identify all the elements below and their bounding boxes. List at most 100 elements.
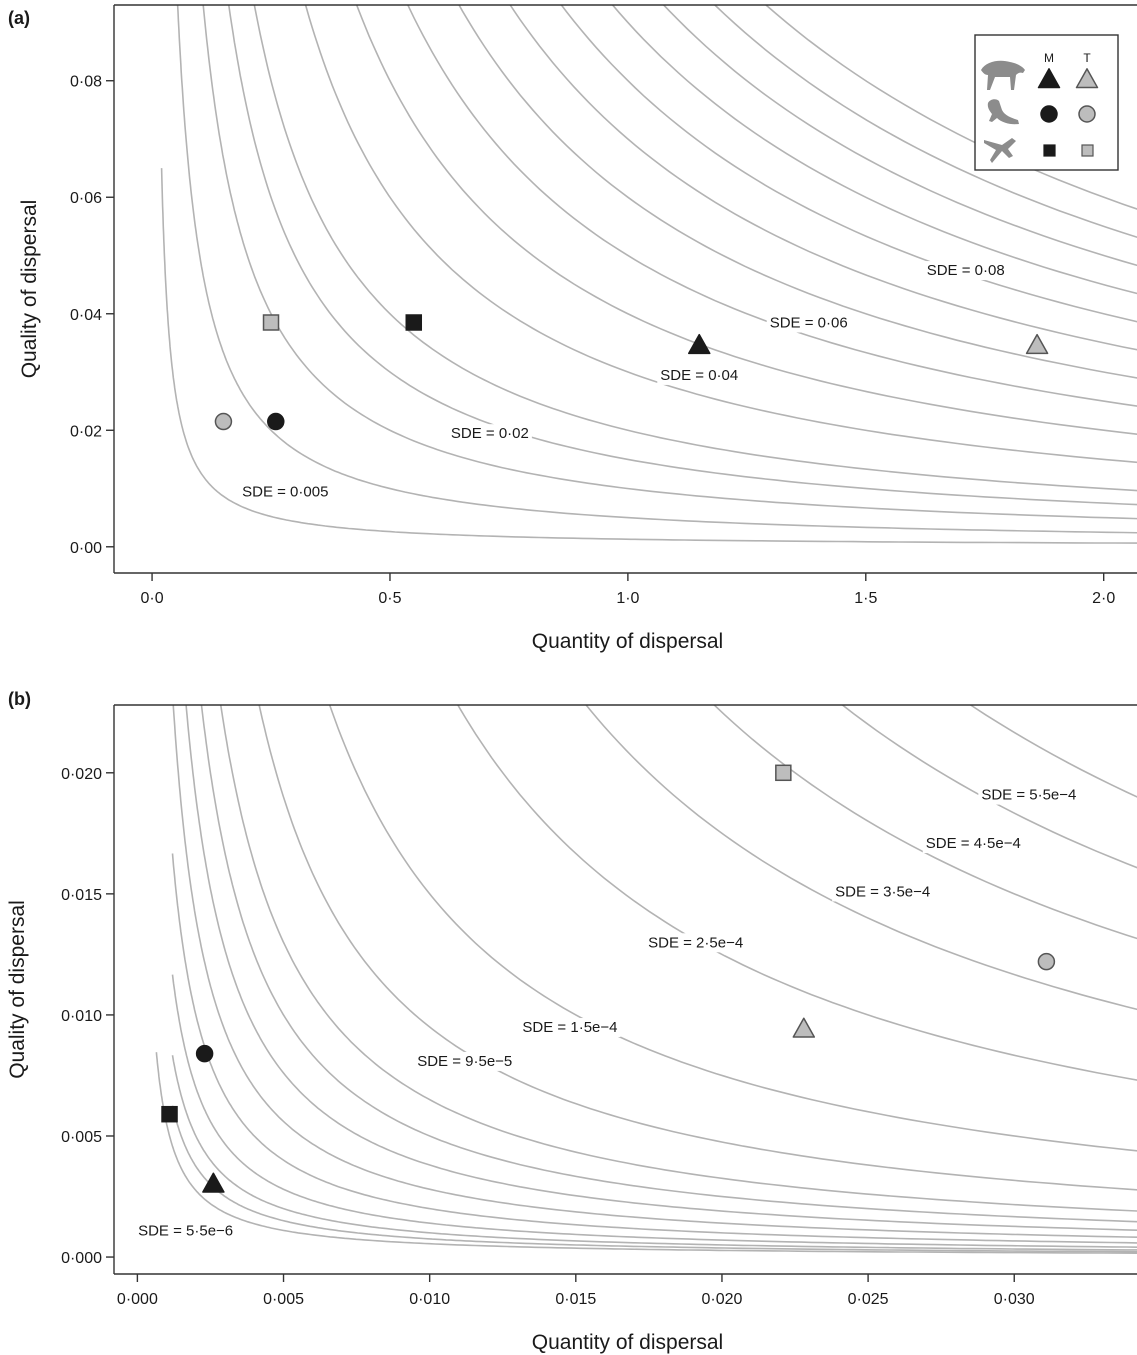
- contour-line: [585, 705, 1137, 1011]
- panel-label: (b): [8, 689, 31, 709]
- contour-line: [219, 705, 1137, 1212]
- contour-line: [171, 853, 1137, 1244]
- y-axis-title: Quality of dispersal: [18, 200, 41, 379]
- data-points: [214, 314, 1049, 431]
- contour-label: SDE = 1·5e−4: [522, 1019, 617, 1036]
- contour-label-bg: [922, 834, 1024, 854]
- contour-label: SDE = 0·005: [242, 483, 328, 500]
- contour-label: SDE = 5·5e−4: [981, 787, 1076, 804]
- y-tick-label: 0·015: [61, 887, 102, 904]
- data-point-M-triangle: [202, 1172, 225, 1193]
- data-point-T-circle: [214, 412, 233, 431]
- contour-label-bg: [832, 882, 934, 902]
- contour-label-bg: [447, 424, 532, 444]
- x-tick-label: 1·0: [616, 590, 639, 607]
- contour-line: [456, 705, 1137, 1081]
- contour-lines: [160, 5, 1137, 544]
- contour-line: [253, 5, 1137, 492]
- y-tick-label: 0·010: [61, 1008, 102, 1025]
- contour-label-bg: [239, 482, 332, 502]
- contour-label-bg: [766, 313, 851, 333]
- x-tick-label: 0·005: [263, 1291, 304, 1308]
- x-tick-label: 1·5: [854, 590, 877, 607]
- fox-icon: [981, 60, 1025, 90]
- data-points: [161, 764, 1056, 1193]
- contour-line: [611, 5, 1137, 295]
- x-tick-label: 2·0: [1092, 590, 1115, 607]
- contour-line: [202, 5, 1137, 520]
- legend-header-m: M: [1044, 51, 1054, 65]
- legend-header-t: T: [1083, 51, 1091, 65]
- contour-line: [304, 5, 1137, 464]
- contour-label: SDE = 0·08: [927, 262, 1005, 279]
- y-tick-label: 0·000: [61, 1250, 102, 1267]
- data-point-M-circle: [267, 412, 285, 431]
- contour-line: [171, 974, 1137, 1248]
- y-tick-label: 0·020: [61, 766, 102, 783]
- legend-marker-T-square: [1081, 144, 1094, 157]
- data-point-M-square: [161, 1105, 178, 1123]
- contour-label: SDE = 0·06: [770, 314, 848, 331]
- x-tick-label: 0·030: [994, 1291, 1035, 1308]
- y-tick-label: 0·00: [70, 540, 102, 557]
- contour-line: [171, 1105, 1137, 1253]
- contour-line: [160, 168, 1137, 544]
- contour-label: SDE = 3·5e−4: [835, 883, 930, 900]
- contour-line: [328, 705, 1137, 1152]
- contour-label: SDE = 5·5e−6: [138, 1222, 233, 1239]
- contour-line: [171, 1055, 1137, 1251]
- data-point-T-square: [775, 764, 792, 782]
- legend-marker-M-triangle: [1037, 68, 1061, 89]
- y-tick-label: 0·005: [61, 1129, 102, 1146]
- contour-label-bg: [135, 1221, 237, 1241]
- x-tick-label: 0·5: [378, 590, 401, 607]
- contour-label: SDE = 9·5e−5: [417, 1053, 512, 1070]
- x-tick-label: 0·020: [701, 1291, 742, 1308]
- contour-line: [185, 705, 1137, 1231]
- contour-label-bg: [414, 1051, 516, 1071]
- y-tick-label: 0·02: [70, 423, 102, 440]
- legend-marker-M-circle: [1040, 105, 1058, 123]
- y-axis-title: Quality of dispersal: [6, 900, 29, 1079]
- contour-line: [509, 5, 1137, 351]
- y-tick-label: 0·04: [70, 307, 102, 324]
- data-point-M-circle: [195, 1044, 214, 1063]
- data-point-T-circle: [1037, 952, 1056, 971]
- contour-line: [258, 705, 1137, 1191]
- x-axis-title: Quantity of dispersal: [532, 1331, 723, 1354]
- contour-line: [560, 5, 1137, 323]
- contour-line: [407, 5, 1137, 407]
- contour-line: [227, 5, 1137, 506]
- contour-label-bg: [978, 785, 1080, 805]
- x-tick-label: 0·015: [555, 1291, 596, 1308]
- panel-label: (a): [8, 8, 30, 28]
- data-point-T-triangle: [792, 1017, 816, 1038]
- contour-label-bg: [657, 365, 742, 385]
- data-point-T-triangle: [1025, 333, 1049, 355]
- bird-icon: [984, 138, 1016, 163]
- panel-b: 0·000 0·005 0·010 0·015 0·020 0·025 0·030 0·000…: [6, 689, 1137, 1354]
- x-tick-label: 0·025: [848, 1291, 889, 1308]
- contour-line: [458, 5, 1137, 379]
- contour-label: SDE = 0·02: [451, 425, 529, 442]
- contour-label: SDE = 0·04: [660, 367, 738, 384]
- contour-line: [662, 5, 1137, 267]
- data-point-T-square: [262, 314, 280, 331]
- panel-a: 0·0 0·5 1·0 1·5 2·0 0·00 0·02 0·04 0·06 0·08 (a) Qu…: [8, 4, 1137, 653]
- x-tick-label: 0·000: [117, 1291, 158, 1308]
- contour-lines: [155, 705, 1137, 1254]
- data-point-M-triangle: [688, 333, 711, 355]
- contour-line: [355, 5, 1137, 435]
- contour-line: [155, 1052, 1137, 1254]
- legend-marker-T-triangle: [1075, 68, 1099, 89]
- contour-line: [172, 705, 1137, 1239]
- marten-icon: [987, 99, 1019, 125]
- x-tick-label: 0·010: [409, 1291, 450, 1308]
- contour-label-bg: [923, 261, 1008, 281]
- y-tick-label: 0·08: [70, 74, 102, 91]
- x-tick-label: 0·0: [141, 590, 164, 607]
- contour-label-bg: [519, 1018, 621, 1038]
- data-point-M-square: [405, 314, 423, 331]
